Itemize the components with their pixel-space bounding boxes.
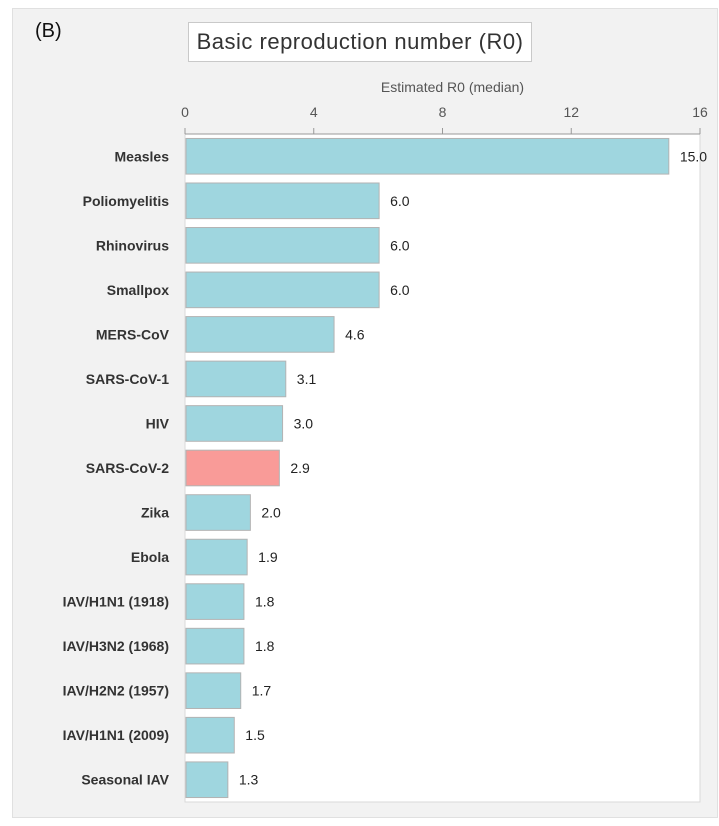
panel-label: (B) [35,20,62,42]
category-label: HIV [146,415,170,431]
category-label: IAV/H1N1 (1918) [63,594,169,610]
data-label: 1.3 [239,772,259,788]
category-label: Smallpox [107,282,169,298]
bar-smallpox [185,271,380,309]
x-axis-title: Estimated R0 (median) [381,79,524,95]
category-label: Rhinovirus [96,237,169,253]
category-label: IAV/H3N2 (1968) [63,638,169,654]
category-label: IAV/H2N2 (1957) [63,683,169,699]
data-label: 6.0 [390,282,410,298]
data-label: 1.8 [255,638,275,654]
x-tick-label: 4 [310,104,318,120]
bar-iav-h1n1-1918- [185,583,245,620]
data-label: 6.0 [390,237,410,253]
data-label: 1.5 [245,727,265,743]
category-label: SARS-CoV-1 [86,371,169,387]
data-label: 2.9 [290,460,310,476]
x-tick-label: 8 [439,104,447,120]
data-label: 6.0 [390,193,410,209]
data-label: 1.7 [252,683,272,699]
bar-sars-cov-1 [185,360,287,398]
x-tick-label: 0 [181,104,189,120]
data-label: 3.0 [294,415,314,431]
bar-measles [185,137,670,175]
category-label: Measles [115,148,170,164]
bar-iav-h1n1-2009- [185,716,235,754]
bar-seasonal-iav [185,761,229,799]
x-tick-label: 16 [692,104,708,120]
bar-ebola [185,538,248,576]
data-label: 1.8 [255,594,275,610]
category-label: Zika [141,505,169,521]
category-label: SARS-CoV-2 [86,460,169,476]
category-label: Seasonal IAV [81,772,169,788]
bar-sars-cov-2 [185,449,280,487]
category-label: IAV/H1N1 (2009) [63,727,169,743]
bar-mers-cov [185,316,335,353]
data-label: 4.6 [345,326,365,342]
chart-title: Basic reproduction number (R0) [188,22,532,62]
x-tick-label: 12 [563,104,579,120]
bar-rhinovirus [185,227,380,264]
bar-zika [185,494,251,531]
category-label: Ebola [131,549,169,565]
bar-hiv [185,405,284,442]
data-label: 3.1 [297,371,317,387]
data-label: 15.0 [680,148,707,164]
bar-iav-h2n2-1957- [185,672,242,709]
data-label: 1.9 [258,549,278,565]
bar-iav-h3n2-1968- [185,627,245,665]
category-label: Poliomyelitis [83,193,170,209]
category-label: MERS-CoV [96,326,170,342]
bar-poliomyelitis [185,182,380,220]
data-label: 2.0 [261,505,281,521]
